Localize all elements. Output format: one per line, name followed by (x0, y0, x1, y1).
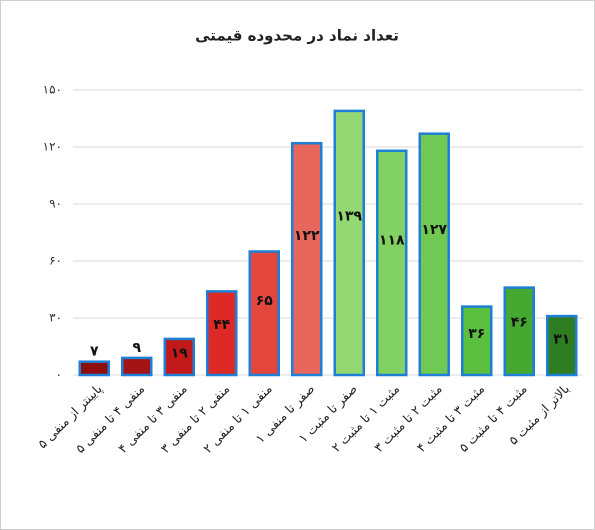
y-tick-label: ۹۰ (49, 197, 62, 211)
data-label: ۳۱ (553, 332, 570, 348)
data-label: ۹ (132, 340, 141, 356)
y-tick-label: ۰ (56, 368, 62, 382)
data-label: ۱۲۲ (294, 228, 320, 244)
bar (248, 250, 280, 377)
bar (503, 286, 535, 377)
data-label: ۱۹ (171, 345, 189, 361)
bar (333, 109, 365, 377)
bar (461, 305, 493, 377)
bar (291, 141, 323, 377)
data-label: ۶۵ (256, 293, 274, 309)
data-label: ۴۶ (511, 315, 528, 331)
y-tick-label: ۱۲۰ (43, 140, 62, 154)
bar (376, 149, 408, 377)
data-label: ۱۱۸ (379, 232, 405, 248)
y-tick-label: ۱۵۰ (43, 83, 62, 97)
data-label: ۴۴ (213, 317, 231, 333)
bar (206, 290, 238, 377)
bar (546, 314, 578, 377)
bar (121, 356, 153, 377)
data-label: ۷ (90, 344, 99, 360)
chart-title: تعداد نماد در محدوده قیمتی (195, 27, 399, 45)
bar (163, 337, 195, 377)
bar (418, 132, 450, 377)
bar (78, 360, 110, 377)
data-label: ۱۳۹ (336, 209, 362, 225)
y-tick-label: ۳۰ (49, 311, 62, 325)
y-tick-label: ۶۰ (49, 254, 62, 268)
data-label: ۱۲۷ (421, 222, 447, 238)
data-label: ۳۶ (468, 326, 485, 342)
